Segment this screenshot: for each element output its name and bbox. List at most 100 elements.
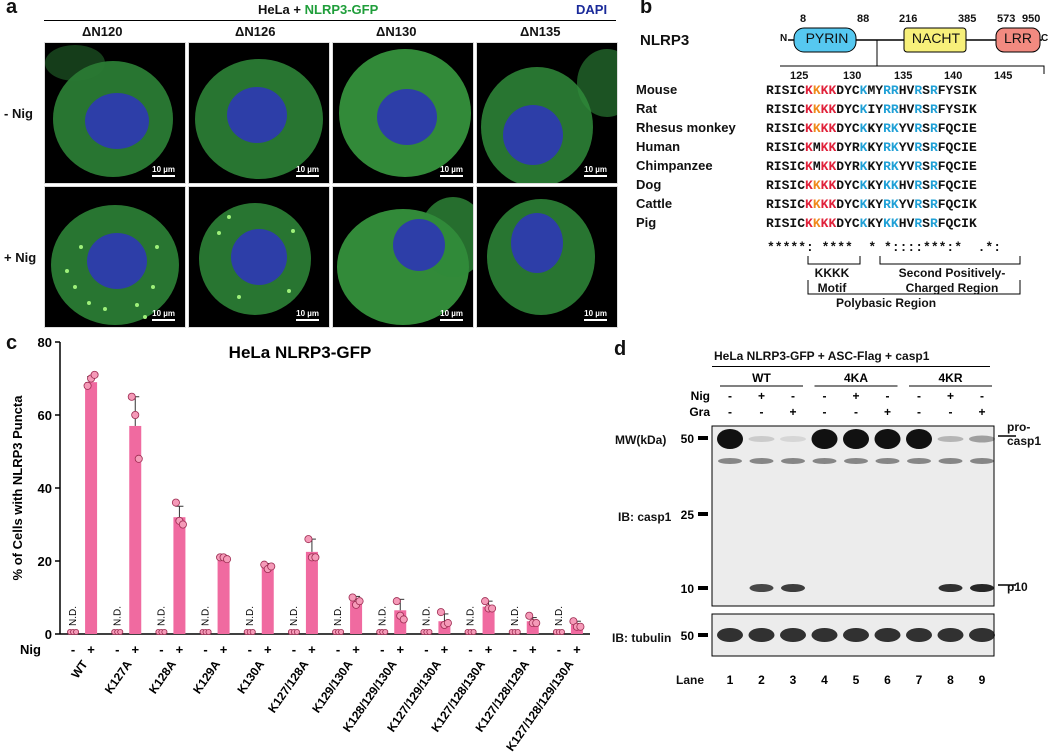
panel-a-title-dapi: DAPI — [576, 2, 608, 17]
procasp1-band — [811, 429, 838, 449]
nig-sign: - — [468, 642, 472, 657]
y-tick-label: 40 — [38, 481, 52, 496]
lane-number: 9 — [979, 673, 986, 687]
nig-sign: - — [791, 389, 795, 403]
mw-marker — [698, 586, 708, 590]
y-tick-label: 80 — [38, 335, 52, 350]
lane-number: 5 — [853, 673, 860, 687]
lrr-start: 573 — [997, 13, 1016, 25]
alignment-row: Mouse RISICKKKKDYCKMYRRHVRSRFYSIK — [636, 82, 977, 98]
sequence: RISICKKKKDYCKIYRRHVRSRFYSIK — [766, 102, 977, 117]
procasp1-band — [780, 436, 806, 442]
polybasic-label: Polybasic Region — [836, 296, 937, 310]
nig-sign: - — [71, 642, 75, 657]
mw-label: MW(kDa) — [615, 433, 667, 447]
second-region-label: Second Positively- Charged Region — [898, 266, 1006, 295]
data-point — [355, 597, 364, 606]
nig-sign: - — [336, 642, 340, 657]
kkkk-motif-label: KKKK Motif — [814, 266, 850, 295]
lane-number: 4 — [821, 673, 828, 687]
panel-b-label: b — [640, 0, 653, 18]
tubulin-band — [937, 628, 964, 642]
gra-sign: + — [978, 405, 985, 419]
micrograph-dn135-minus: 10 µm — [476, 42, 618, 184]
tubulin-band — [748, 628, 775, 642]
gra-sign: - — [854, 405, 858, 419]
lane-number: 2 — [758, 673, 765, 687]
scale-bar: 10 µm — [296, 165, 319, 177]
nig-sign: - — [248, 642, 252, 657]
lane-number: 1 — [727, 673, 734, 687]
nonspecific-band — [718, 458, 742, 464]
puncta-bar-chart: HeLa NLRP3-GFP % of Cells with NLRP3 Punc… — [10, 335, 590, 753]
data-point — [576, 622, 585, 631]
scale-bar: 10 µm — [296, 309, 319, 321]
alignment-row: Pig RISICKKKKDYCKKYKKHVRSRFQCIK — [636, 215, 977, 231]
panel-a-title-gfp: NLRP3-GFP — [304, 2, 379, 17]
nig-sign: + — [308, 642, 316, 657]
nig-sign: + — [485, 642, 493, 657]
data-point — [90, 370, 99, 379]
mw-value: 50 — [681, 432, 695, 446]
panel-c-label: c — [6, 332, 18, 354]
procasp1-band — [937, 436, 964, 442]
nonspecific-band — [749, 458, 774, 464]
p10-band — [938, 584, 963, 592]
nig-sign: + — [176, 642, 184, 657]
nd-label: N.D. — [156, 606, 167, 626]
nd-label: N.D. — [333, 606, 344, 626]
lane-label: Lane — [676, 673, 705, 687]
col-label-2: ΔN126 — [235, 24, 276, 39]
lrr-end: 950 — [1022, 13, 1041, 25]
nig-sign: + — [264, 642, 272, 657]
chart-title: HeLa NLRP3-GFP — [229, 343, 372, 362]
n-terminus: N — [780, 33, 788, 44]
gra-label: Gra — [689, 405, 710, 419]
nig-sign: - — [917, 389, 921, 403]
pos-130: 130 — [843, 70, 862, 82]
sequence-alignment: Mouse RISICKKKKDYCKMYRRHVRSRFYSIK Rat RISIC… — [636, 82, 1050, 242]
species-name: Chimpanzee — [636, 158, 713, 173]
data-point — [131, 411, 140, 420]
micrograph-dn126-minus: 10 µm — [188, 42, 330, 184]
nd-label: N.D. — [112, 606, 123, 626]
nig-sign: - — [728, 389, 732, 403]
alignment-row: Cattle RISICKKKKDYCKKYRKYVRSRFQCIK — [636, 196, 977, 212]
micrograph-dn120-plus: 10 µm — [44, 186, 186, 328]
data-point — [436, 608, 445, 617]
tubulin-band — [717, 628, 743, 642]
procasp1-band — [717, 429, 743, 449]
category-label: K127/128A — [265, 657, 311, 715]
sequence: RISICKMKKDYRKKYRKYVRSRFQCIE — [766, 140, 977, 155]
species-name: Rhesus monkey — [636, 120, 736, 135]
nig-sign: - — [823, 389, 827, 403]
p10-band — [970, 584, 994, 592]
nig-row-label: Nig — [20, 642, 41, 657]
panel-a-label: a — [6, 0, 18, 18]
bar-plus-nig — [129, 425, 142, 634]
tubulin-band — [843, 628, 869, 642]
alignment-row: Rat RISICKKKKDYCKIYRRHVRSRFYSIK — [636, 101, 977, 117]
category-label: K129A — [190, 657, 223, 696]
western-blot: WT 4KA 4KR Nig Gra - - 1 + - 2 - +3 - - 4 + - 5 - +6 - - 7 + - 8 - +… — [681, 371, 1016, 687]
procasp1-band — [874, 429, 901, 449]
nig-sign: + — [396, 642, 404, 657]
bar-plus-nig — [350, 601, 363, 634]
nig-sign: - — [424, 642, 428, 657]
category-label: WT — [68, 657, 91, 681]
gra-sign: + — [789, 405, 796, 419]
group-label: 4KR — [938, 371, 962, 385]
nig-sign: + — [573, 642, 581, 657]
nig-sign: - — [115, 642, 119, 657]
col-label-4: ΔN135 — [520, 24, 561, 39]
tubulin-band — [969, 628, 995, 642]
data-point — [470, 628, 477, 635]
data-point — [304, 535, 313, 544]
scale-bar: 10 µm — [152, 309, 175, 321]
panel-a-title-prefix: HeLa + — [258, 2, 305, 17]
lane-number: 8 — [947, 673, 954, 687]
data-point — [223, 555, 232, 564]
nig-sign: - — [203, 642, 207, 657]
data-point — [134, 454, 143, 463]
gra-sign: - — [760, 405, 764, 419]
